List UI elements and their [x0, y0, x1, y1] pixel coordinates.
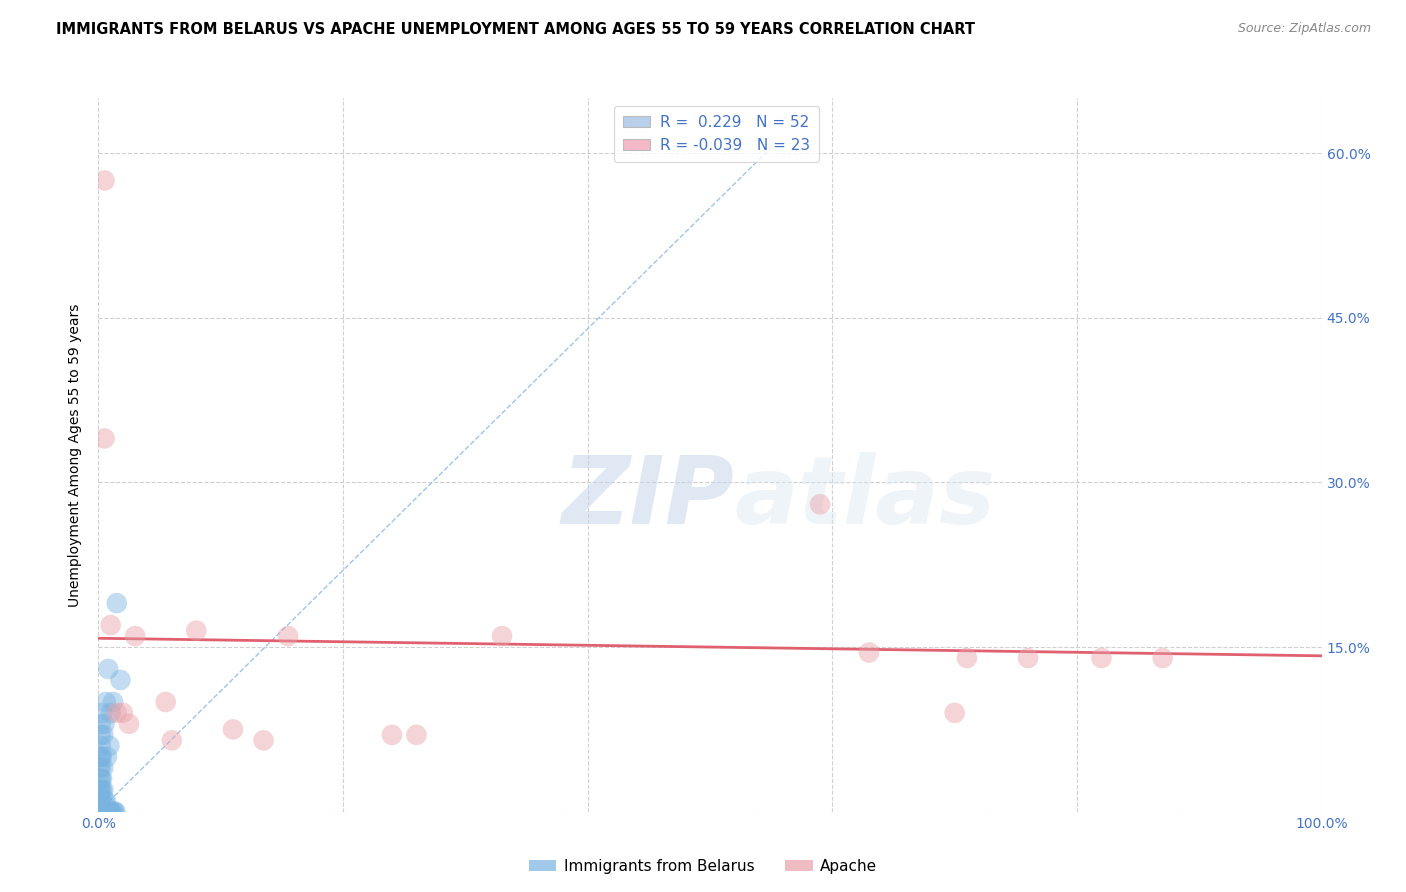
- Point: [90, 772, 112, 786]
- Point: [94, 794, 117, 808]
- Point: [101, 695, 124, 709]
- Text: ZIP: ZIP: [561, 451, 734, 544]
- Point: [89, 782, 111, 797]
- Point: [91, 728, 114, 742]
- Point: [94, 695, 117, 709]
- Point: [91, 805, 114, 819]
- Point: [90, 717, 112, 731]
- Point: [96, 805, 118, 819]
- Point: [93, 717, 115, 731]
- Point: [222, 723, 245, 737]
- Point: [90, 794, 112, 808]
- Point: [104, 805, 127, 819]
- Point: [186, 624, 208, 638]
- Point: [1017, 651, 1039, 665]
- Point: [100, 618, 122, 632]
- Point: [100, 805, 122, 819]
- Legend: Immigrants from Belarus, Apache: Immigrants from Belarus, Apache: [523, 853, 883, 880]
- Point: [93, 805, 115, 819]
- Point: [105, 706, 128, 720]
- Point: [808, 497, 831, 511]
- Point: [1152, 651, 1174, 665]
- Point: [93, 432, 115, 446]
- Point: [93, 794, 115, 808]
- Text: IMMIGRANTS FROM BELARUS VS APACHE UNEMPLOYMENT AMONG AGES 55 TO 59 YEARS CORRELA: IMMIGRANTS FROM BELARUS VS APACHE UNEMPL…: [56, 22, 976, 37]
- Point: [91, 772, 114, 786]
- Point: [100, 706, 122, 720]
- Point: [89, 749, 111, 764]
- Point: [91, 782, 114, 797]
- Point: [111, 706, 134, 720]
- Legend: R =  0.229   N = 52, R = -0.039   N = 23: R = 0.229 N = 52, R = -0.039 N = 23: [613, 106, 818, 161]
- Point: [89, 772, 111, 786]
- Point: [94, 805, 117, 819]
- Point: [118, 717, 141, 731]
- Text: atlas: atlas: [734, 451, 995, 544]
- Point: [90, 761, 112, 775]
- Point: [155, 695, 177, 709]
- Point: [277, 629, 299, 643]
- Point: [90, 805, 112, 819]
- Point: [90, 805, 112, 819]
- Point: [91, 749, 114, 764]
- Point: [90, 749, 112, 764]
- Point: [124, 629, 146, 643]
- Point: [90, 739, 112, 753]
- Point: [96, 749, 118, 764]
- Point: [98, 805, 121, 819]
- Point: [103, 805, 125, 819]
- Point: [89, 805, 111, 819]
- Point: [943, 706, 966, 720]
- Point: [1090, 651, 1112, 665]
- Point: [89, 782, 111, 797]
- Point: [89, 805, 111, 819]
- Point: [101, 805, 124, 819]
- Point: [956, 651, 979, 665]
- Point: [405, 728, 427, 742]
- Point: [160, 733, 183, 747]
- Point: [101, 805, 124, 819]
- Text: Source: ZipAtlas.com: Source: ZipAtlas.com: [1237, 22, 1371, 36]
- Point: [91, 805, 114, 819]
- Point: [381, 728, 404, 742]
- Point: [90, 728, 112, 742]
- Point: [89, 805, 111, 819]
- Point: [110, 673, 132, 687]
- Point: [858, 646, 880, 660]
- Point: [98, 739, 121, 753]
- Point: [89, 805, 111, 819]
- Point: [97, 805, 120, 819]
- Point: [91, 794, 114, 808]
- Point: [252, 733, 274, 747]
- Y-axis label: Unemployment Among Ages 55 to 59 years: Unemployment Among Ages 55 to 59 years: [69, 303, 83, 607]
- Point: [91, 706, 114, 720]
- Point: [97, 662, 120, 676]
- Point: [90, 782, 112, 797]
- Point: [89, 794, 111, 808]
- Point: [105, 596, 128, 610]
- Point: [491, 629, 513, 643]
- Point: [89, 761, 111, 775]
- Point: [93, 173, 115, 187]
- Point: [89, 794, 111, 808]
- Point: [91, 761, 114, 775]
- Point: [91, 782, 114, 797]
